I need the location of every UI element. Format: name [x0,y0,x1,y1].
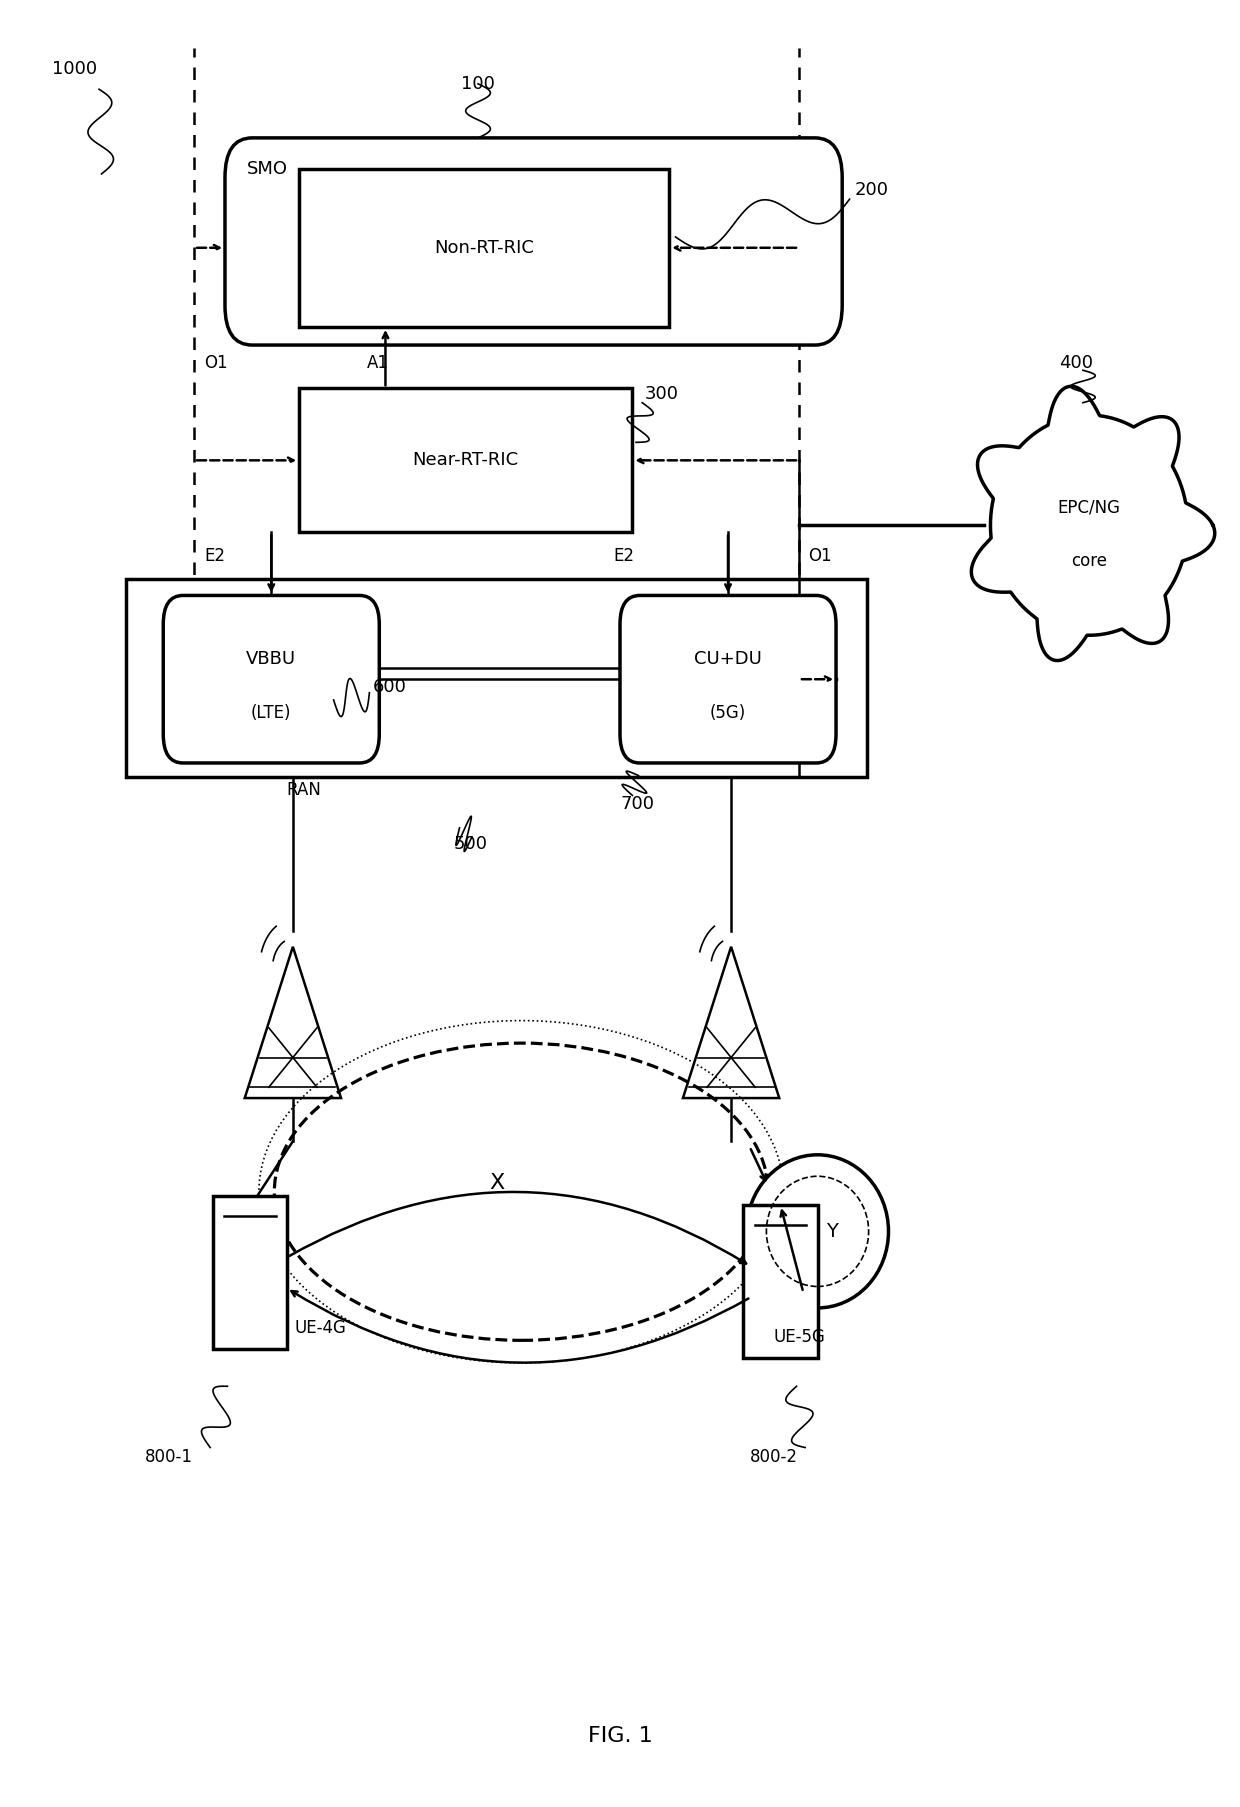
Text: SMO: SMO [247,159,288,177]
Text: 100: 100 [461,74,495,92]
Text: core: core [1071,553,1107,571]
Text: (LTE): (LTE) [250,703,291,721]
Text: 800-1: 800-1 [145,1447,192,1465]
Bar [212,1196,286,1350]
Text: 600: 600 [373,678,407,696]
FancyBboxPatch shape [224,137,842,345]
Bar [299,168,670,327]
Polygon shape [971,387,1215,661]
Text: 400: 400 [1059,354,1094,372]
Text: UE-4G: UE-4G [294,1319,346,1337]
Text: O1: O1 [807,548,831,566]
Text: Non-RT-RIC: Non-RT-RIC [434,239,534,257]
Text: UE-5G: UE-5G [773,1328,825,1346]
Text: X: X [489,1173,505,1193]
Bar [744,1205,817,1359]
Ellipse shape [746,1155,889,1308]
FancyBboxPatch shape [164,596,379,763]
Bar [126,580,867,777]
Text: EPC/NG: EPC/NG [1058,499,1121,517]
Text: 700: 700 [620,795,653,813]
Bar [299,389,632,533]
Text: A1: A1 [367,354,389,372]
Text: 200: 200 [854,181,889,199]
Text: 800-2: 800-2 [750,1447,797,1465]
Text: 500: 500 [454,835,487,853]
Text: E2: E2 [205,548,224,566]
Text: 1000: 1000 [52,60,97,78]
FancyBboxPatch shape [620,596,836,763]
Text: (5G): (5G) [709,703,746,721]
Text: VBBU: VBBU [247,651,296,669]
Text: 300: 300 [645,385,678,403]
Text: CU+DU: CU+DU [694,651,761,669]
Text: Near-RT-RIC: Near-RT-RIC [413,452,518,470]
Text: Y: Y [826,1222,838,1241]
Text: FIG. 1: FIG. 1 [588,1726,652,1746]
Text: RAN: RAN [286,781,321,799]
Text: O1: O1 [205,354,228,372]
Text: E2: E2 [614,548,635,566]
